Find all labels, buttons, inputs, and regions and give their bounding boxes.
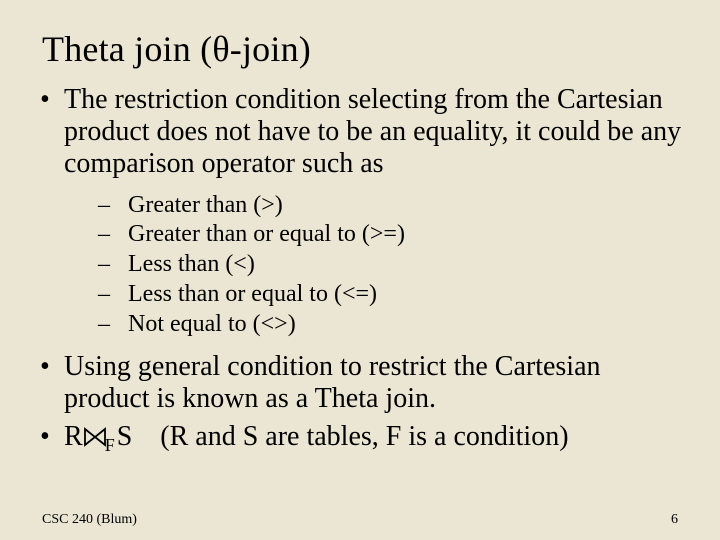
slide: Theta join (θ-join) The restriction cond… [0,0,720,540]
gap [132,421,160,452]
sub-bullet-item: Greater than or equal to (>=) [98,220,682,249]
footer: CSC 240 (Blum) 6 [42,512,678,528]
sub-bullet-item: Greater than (>) [98,191,682,220]
bullet-text: The restriction condition selecting from… [64,84,681,179]
sub-bullet-item: Less than or equal to (<=) [98,280,682,309]
bullet-item: R FS (R and S are tables, F is a conditio… [38,421,682,456]
join-subscript: F [105,435,115,455]
footer-left: CSC 240 (Blum) [42,512,137,528]
sub-bullet-list: Greater than (>) Greater than or equal t… [64,191,682,339]
notation-explain: (R and S are tables, F is a condition) [160,421,568,452]
page-number: 6 [671,512,678,528]
sub-bullet-item: Less than (<) [98,250,682,279]
bullet-item: Using general condition to restrict the … [38,351,682,415]
relation-left: R [64,421,83,452]
slide-title: Theta join (θ-join) [42,28,682,70]
bowtie-icon [83,423,107,455]
join-notation: R FS (R and S are tables, F is a conditio… [64,421,569,452]
bullet-list: The restriction condition selecting from… [38,84,682,456]
relation-right: S [117,421,133,452]
sub-bullet-item: Not equal to (<>) [98,310,682,339]
bullet-item: The restriction condition selecting from… [38,84,682,339]
